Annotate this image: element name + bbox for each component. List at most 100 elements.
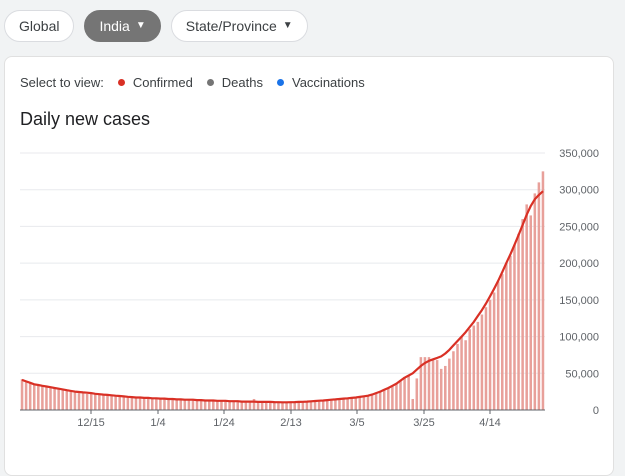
bar [293,401,296,410]
bar [159,398,162,410]
bar [114,396,117,410]
bar [57,389,60,410]
bar [488,299,492,410]
bar [32,385,36,410]
bar [281,402,284,410]
bar [297,401,301,410]
bar [350,397,353,410]
bar [98,394,101,410]
bar [419,357,423,410]
bar [321,400,325,410]
bar [387,387,390,410]
bar [358,396,362,410]
metric-selector: Select to view: Confirmed Deaths Vaccina… [20,75,365,90]
bar [374,392,378,410]
bar [236,401,239,410]
chart-card: Select to view: Confirmed Deaths Vaccina… [4,56,614,476]
bar [411,398,414,410]
bar [20,379,24,410]
bar [378,390,382,410]
bar [525,204,528,410]
bar [73,392,77,410]
bar [216,400,219,410]
bar [338,398,341,410]
bar [407,375,410,410]
bar [118,396,121,410]
bar [130,397,134,410]
x-tick-label: 3/5 [349,417,364,429]
bar [142,397,146,410]
bar [220,400,223,410]
bar [326,400,329,410]
bar [456,343,459,410]
bar [464,340,467,410]
x-tick-label: 1/24 [213,417,234,429]
bar [232,401,235,410]
bar [362,396,366,410]
bar [505,263,508,410]
bar [382,389,386,410]
x-tick-label: 1/4 [150,417,165,429]
bar [61,390,64,410]
bar [273,402,276,410]
bar [212,400,215,410]
bar [264,401,268,410]
bar [403,376,406,410]
bar [452,351,455,410]
bar [126,396,130,410]
bar [289,401,292,410]
bar [501,274,504,410]
bar [260,401,264,410]
bar [248,401,252,410]
bar [313,401,317,410]
bar [102,395,105,410]
bar [65,390,69,410]
chart-title: Daily new cases [20,109,151,129]
bar [151,398,154,410]
bar [122,396,126,410]
bar [45,387,48,410]
vaccinations-toggle[interactable]: Vaccinations [277,75,365,90]
bar [370,393,374,410]
bar [49,387,52,410]
country-chip[interactable]: India ▼ [84,10,161,42]
bar [521,219,524,410]
country-chip-label: India [99,18,130,34]
bar [69,391,73,410]
bar [529,215,533,410]
bar [492,292,496,410]
bar [285,402,288,410]
bar [179,399,183,410]
state-chip-label: State/Province [185,18,277,34]
global-chip-label: Global [19,18,60,34]
metric-selector-prompt: Select to view: [20,75,104,90]
chevron-down-icon: ▼ [282,20,293,31]
daily-cases-chart[interactable]: 350,000 300,000 250,000 200,000 150,000 100,0… [5,57,615,457]
bar [472,325,476,410]
bar [53,388,56,410]
bar [342,398,345,410]
bar [423,357,427,410]
bar [203,400,207,410]
x-tick-label: 3/25 [413,417,434,429]
x-tick-label: 12/15 [77,417,105,429]
confirmed-label: Confirmed [132,75,193,90]
bar [354,397,358,410]
bar [171,398,174,410]
state-chip[interactable]: State/Province ▼ [170,10,308,42]
bar [110,396,113,410]
bar [448,358,451,410]
bar [146,397,150,410]
bar [37,385,40,410]
deaths-label: Deaths [221,75,263,90]
bar [89,393,93,410]
bar [187,399,191,410]
bar [41,386,44,410]
bar [334,399,337,410]
deaths-toggle[interactable]: Deaths [206,75,263,90]
bar [533,193,537,410]
vaccinations-label: Vaccinations [292,75,365,90]
confirmed-toggle[interactable]: Confirmed [117,75,193,90]
bar [513,244,516,410]
global-chip[interactable]: Global [4,10,75,42]
